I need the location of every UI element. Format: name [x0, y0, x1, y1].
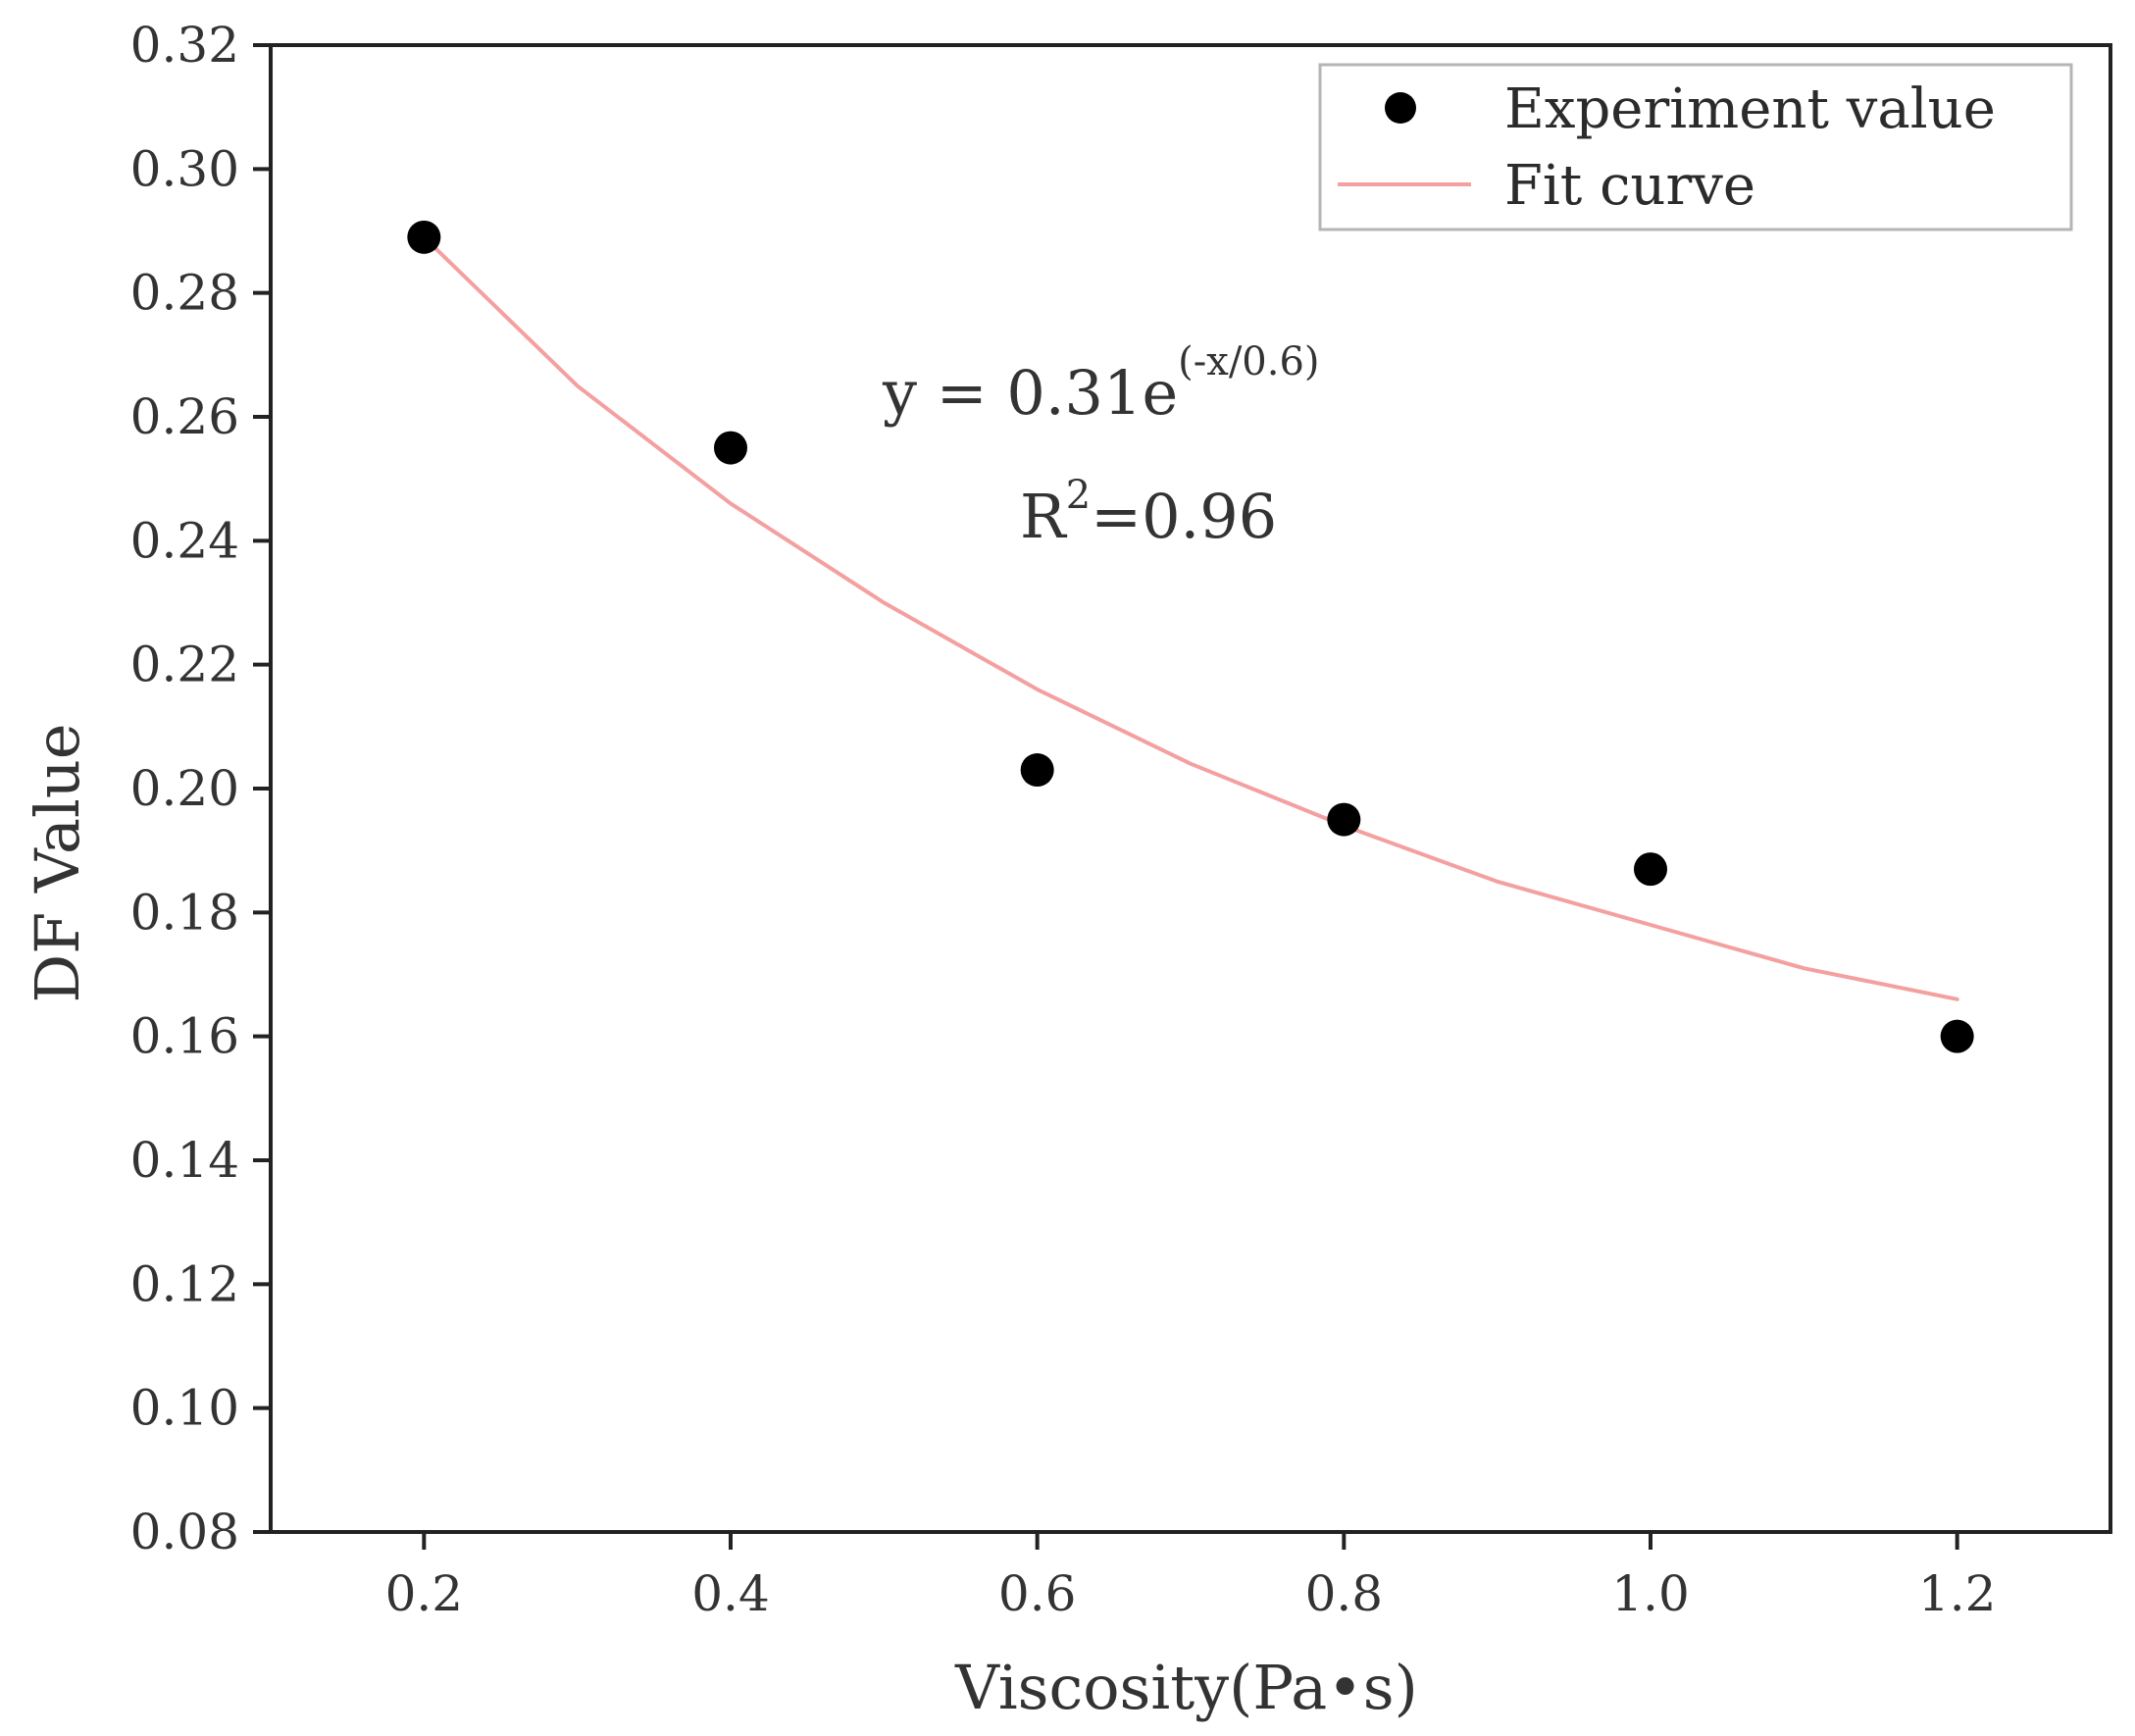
r-squared: R2=0.96: [1020, 473, 1277, 552]
experiment-point: [714, 431, 747, 465]
experiment-point: [1940, 1019, 1974, 1053]
experiment-point: [407, 220, 441, 254]
x-tick-label: 1.2: [1918, 1565, 1997, 1622]
y-tick-label: 0.22: [130, 637, 239, 693]
y-tick-label: 0.16: [130, 1008, 239, 1065]
x-tick-label: 0.6: [998, 1565, 1077, 1622]
r-squared-prefix: R: [1020, 481, 1068, 552]
x-tick-label: 0.2: [385, 1565, 464, 1622]
x-tick-label: 0.4: [691, 1565, 770, 1622]
plot-layer: 0.2 0.4 0.6 0.8 1.0 1.2 0.08 0.10 0.12 0.14 0.16 0.…: [130, 17, 2112, 1622]
y-tick-label: 0.24: [130, 512, 239, 569]
y-tick-label: 0.14: [130, 1132, 239, 1189]
experiment-point: [1327, 802, 1361, 837]
legend-label-experiment: Experiment value: [1504, 77, 1996, 141]
legend: Experiment value Fit curve: [1318, 63, 2073, 231]
y-tick-label: 0.20: [130, 760, 239, 817]
experiment-point: [1020, 753, 1054, 788]
y-tick-label: 0.26: [130, 388, 239, 445]
y-tick-label: 0.32: [130, 17, 239, 74]
fit-equation-main: y = 0.31e: [882, 357, 1178, 429]
x-axis-title: Viscosity(Pa•s): [954, 1652, 1418, 1723]
legend-box: [1318, 63, 2073, 231]
legend-label-fit: Fit curve: [1504, 154, 1755, 218]
y-tick-label: 0.30: [130, 140, 239, 197]
y-tick-label: 0.12: [130, 1255, 239, 1312]
x-tick-label: 1.0: [1611, 1565, 1690, 1622]
y-tick-label: 0.28: [130, 265, 239, 322]
y-tick-label: 0.18: [130, 884, 239, 941]
x-tick-label: 0.8: [1305, 1565, 1384, 1622]
fit-curve-line: [422, 234, 1959, 1001]
experiment-point: [1634, 852, 1667, 887]
legend-marker-experiment: [1385, 92, 1416, 124]
r-squared-value: =0.96: [1091, 481, 1277, 552]
fit-equation: y = 0.31e(-x/0.6): [882, 339, 1320, 429]
y-axis-title: DF Value: [22, 724, 93, 1003]
fit-equation-exponent: (-x/0.6): [1178, 339, 1319, 384]
y-tick-label: 0.10: [130, 1380, 239, 1437]
y-tick-label: 0.08: [130, 1504, 239, 1560]
r-squared-superscript: 2: [1066, 473, 1091, 518]
